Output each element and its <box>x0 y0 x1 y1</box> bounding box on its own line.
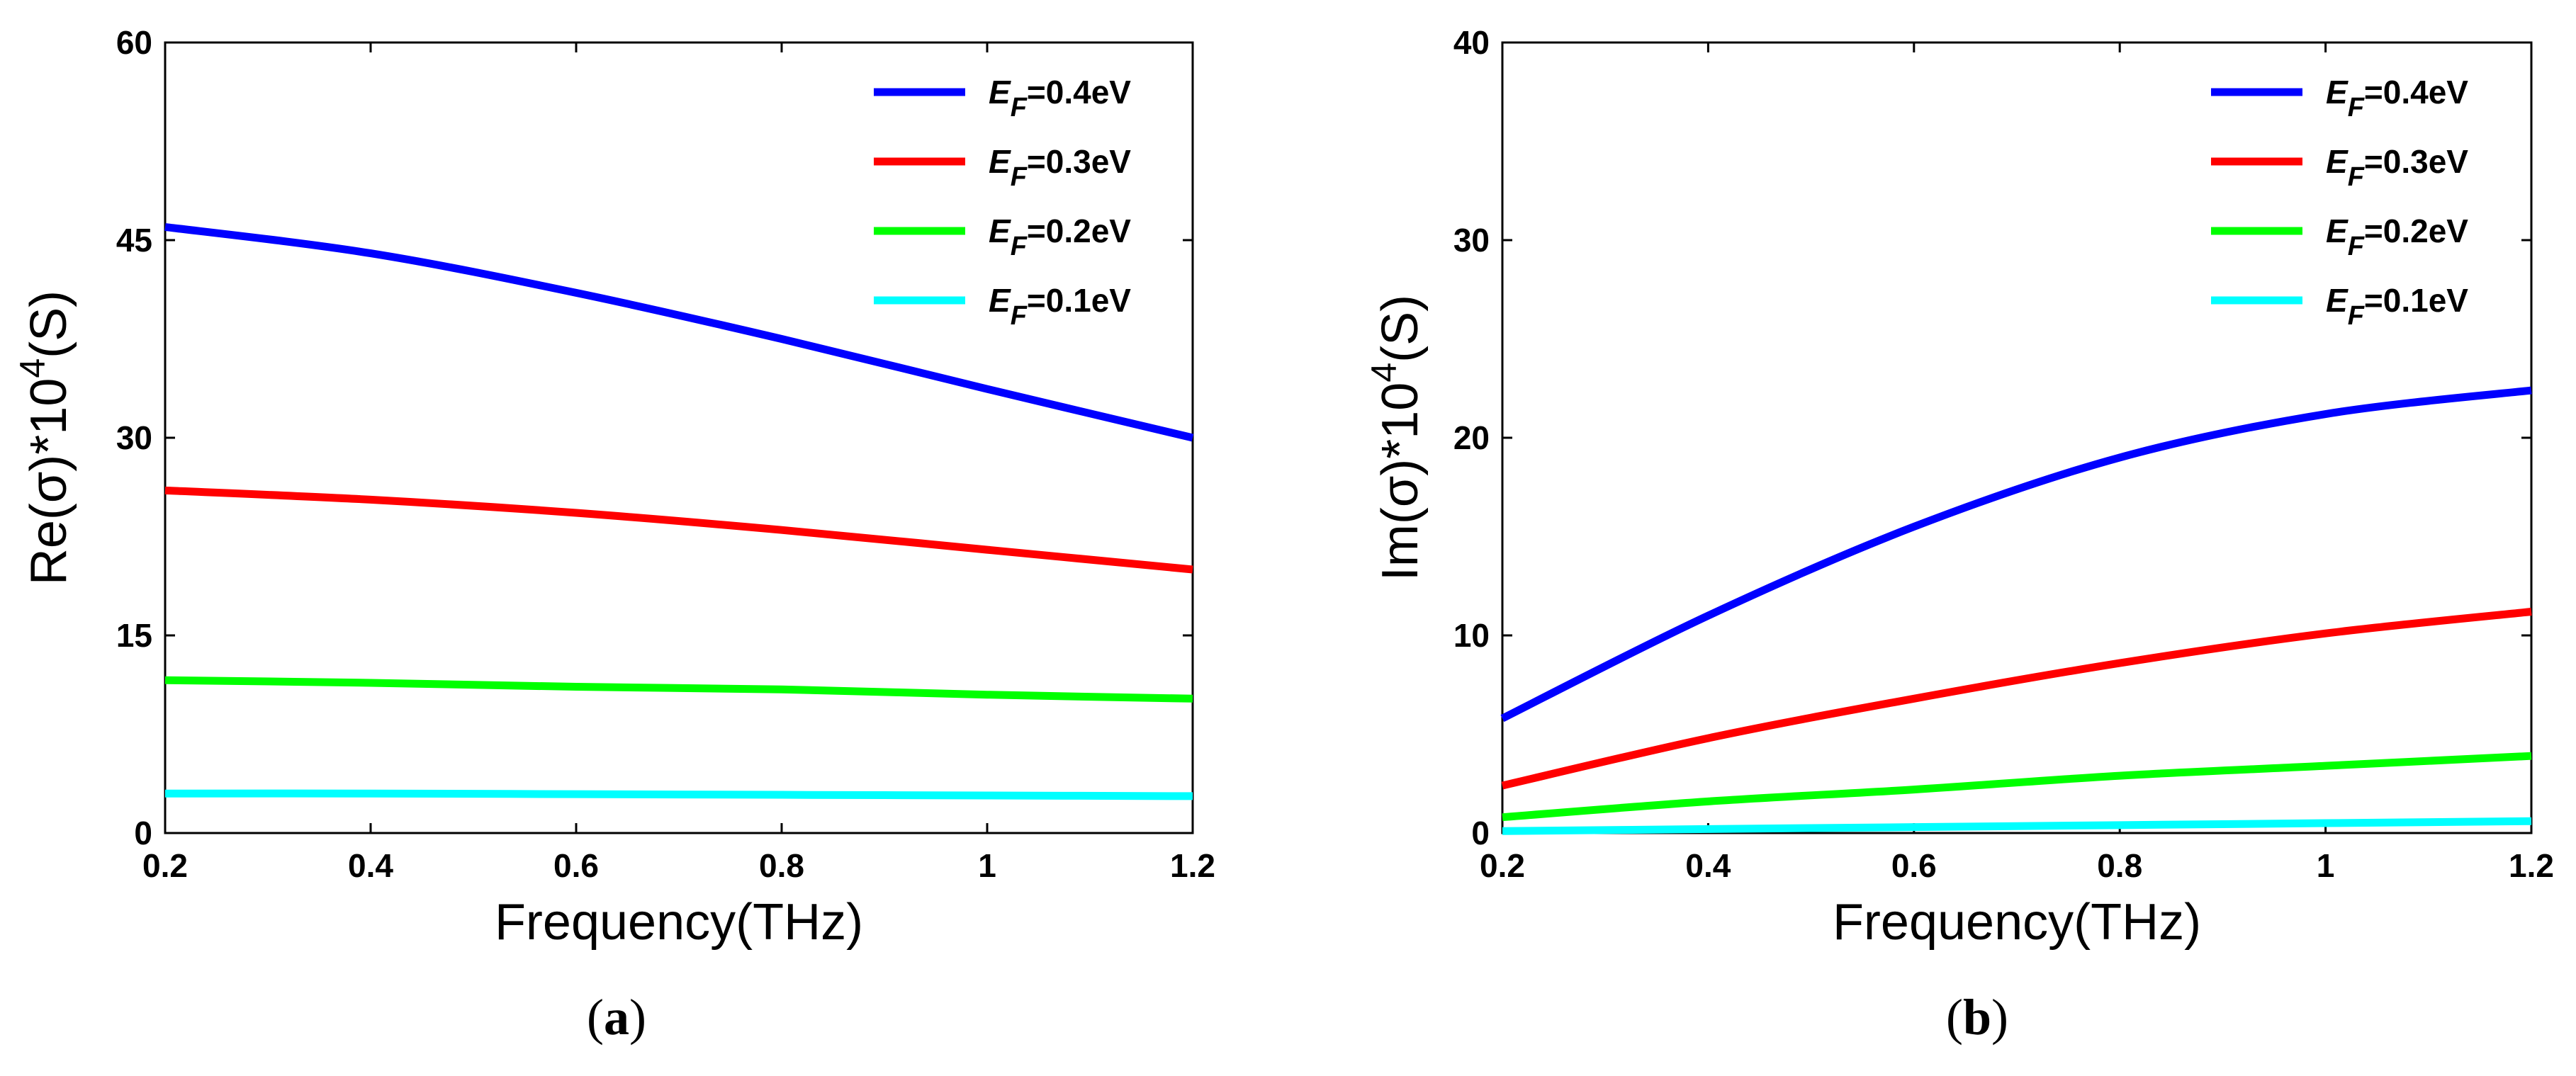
y-tick-label: 45 <box>116 222 152 259</box>
series-line <box>1502 752 2532 822</box>
y-axis-label: Re(σ)*104(S) <box>13 290 77 585</box>
x-axis-label: Frequency(THz) <box>1833 894 2201 951</box>
y-tick-label: 60 <box>116 24 152 61</box>
y-tick-label: 10 <box>1453 617 1490 654</box>
panel-label-close-paren: ) <box>629 989 646 1046</box>
y-axis-label: Im(σ)*104(S) <box>1364 295 1429 581</box>
panel-label-letter: b <box>1963 989 1991 1046</box>
legend-subscript: F <box>2348 301 2366 331</box>
legend-subscript: F <box>2348 162 2366 192</box>
legend-label: EF=0.1eV <box>989 282 1131 331</box>
legend-label: EF=0.3eV <box>989 143 1131 192</box>
legend-label: EF=0.4eV <box>989 74 1131 123</box>
x-tick-label: 0.8 <box>759 847 804 884</box>
y-axis-label-exponent: 4 <box>13 358 52 378</box>
y-tick-label: 0 <box>134 815 152 851</box>
legend-value: =0.3eV <box>2364 143 2468 180</box>
y-axis-label-exponent: 4 <box>1364 363 1404 383</box>
panel-label-open-paren: ( <box>587 989 604 1046</box>
series-line <box>1501 608 2532 790</box>
panel-label: (a) <box>587 989 646 1046</box>
series-line <box>1502 817 2532 835</box>
panel-label-letter: a <box>604 989 629 1046</box>
x-tick-label: 1 <box>2317 847 2335 884</box>
series-line <box>164 789 1193 800</box>
chart-panel-b: 0.2 0.4 0.6 0.8 1 1.2 0 10 20 30 40 Frequency(THz) I… <box>1364 24 2554 1046</box>
x-tick-label: 0.4 <box>348 847 393 884</box>
legend-value: =0.1eV <box>2364 282 2468 319</box>
series-line <box>164 222 1194 442</box>
legend-symbol: E <box>989 213 1011 249</box>
x-tick-label: 0.6 <box>1891 847 1937 884</box>
x-tick-label: 1.2 <box>1170 847 1215 884</box>
y-axis-label-base: Re(σ)*10 <box>21 378 77 586</box>
legend-value: =0.1eV <box>1027 282 1131 319</box>
panel-label-close-paren: ) <box>1991 989 2008 1046</box>
legend-label: EF=0.3eV <box>2326 143 2468 192</box>
legend-subscript: F <box>1011 232 1028 261</box>
legend-symbol: E <box>2326 282 2349 319</box>
y-axis-label-unit: (S) <box>1372 295 1429 363</box>
legend-label: EF=0.2eV <box>2326 213 2468 261</box>
series-line <box>1500 386 2532 723</box>
y-tick-label: 40 <box>1453 24 1490 61</box>
legend-symbol: E <box>989 282 1011 319</box>
legend-symbol: E <box>989 143 1011 180</box>
legend-subscript: F <box>2348 232 2366 261</box>
x-tick-label: 1.2 <box>2509 847 2554 884</box>
chart-panel-a: 0.2 0.4 0.6 0.8 1 1.2 0 15 30 45 60 Frequency(THz) R… <box>13 24 1215 1046</box>
y-tick-label: 30 <box>1453 222 1490 259</box>
legend-subscript: F <box>1011 162 1028 192</box>
x-axis-label: Frequency(THz) <box>495 894 863 951</box>
y-tick-label: 20 <box>1453 419 1490 456</box>
x-tick-label: 1 <box>978 847 996 884</box>
y-tick-label: 0 <box>1471 815 1490 851</box>
y-axis-label-unit: (S) <box>21 290 77 358</box>
x-tick-label: 0.6 <box>553 847 599 884</box>
legend-value: =0.2eV <box>1027 213 1131 249</box>
y-tick-label: 15 <box>116 617 152 654</box>
legend-subscript: F <box>2348 93 2366 123</box>
legend-symbol: E <box>2326 143 2349 180</box>
legend-symbol: E <box>2326 74 2349 111</box>
x-tick-label: 0.4 <box>1685 847 1731 884</box>
legend-value: =0.2eV <box>2364 213 2468 249</box>
x-tick-label: 0.2 <box>142 847 188 884</box>
legend-label: EF=0.2eV <box>989 213 1131 261</box>
x-tick-label: 0.8 <box>2097 847 2142 884</box>
legend-subscript: F <box>1011 93 1028 123</box>
series-line <box>164 486 1193 574</box>
legend-value: =0.3eV <box>1027 143 1131 180</box>
panel-label-open-paren: ( <box>1946 989 1963 1046</box>
y-axis-label-base: Im(σ)*10 <box>1372 383 1429 581</box>
y-tick-label: 30 <box>116 419 152 456</box>
legend-value: =0.4eV <box>2364 74 2468 111</box>
legend-label: EF=0.4eV <box>2326 74 2468 123</box>
legend-value: =0.4eV <box>1027 74 1131 111</box>
series-line <box>164 676 1193 703</box>
legend-label: EF=0.1eV <box>2326 282 2468 331</box>
x-tick-label: 0.2 <box>1480 847 1525 884</box>
legend-symbol: E <box>2326 213 2349 249</box>
legend-symbol: E <box>989 74 1011 111</box>
panel-label: (b) <box>1946 989 2008 1046</box>
legend-subscript: F <box>1011 301 1028 331</box>
